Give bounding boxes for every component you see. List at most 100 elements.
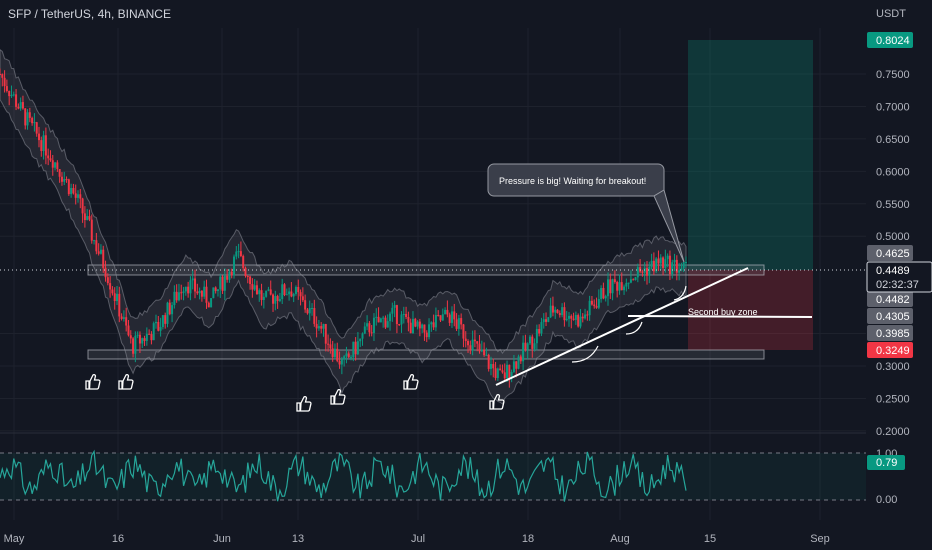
- candle-body: [444, 309, 447, 315]
- candle-body: [625, 282, 628, 287]
- candle-body: [407, 316, 410, 323]
- candle-body: [356, 341, 359, 355]
- candle-body: [659, 257, 662, 264]
- candle-body: [648, 266, 651, 276]
- candle-body: [58, 169, 61, 177]
- candle-body: [223, 275, 226, 291]
- candle-body: [384, 317, 387, 328]
- candle-body: [393, 305, 396, 308]
- candle-body: [574, 315, 577, 320]
- candle-body: [278, 298, 281, 301]
- candle-body: [652, 260, 655, 272]
- candle-body: [545, 319, 548, 322]
- second-buy-zone-line[interactable]: [627, 315, 813, 318]
- candle-body: [616, 282, 619, 291]
- candle-body: [308, 308, 311, 314]
- candle-body: [297, 287, 300, 293]
- ascending-trendline[interactable]: [495, 267, 749, 386]
- candle-body: [655, 258, 658, 272]
- candle-body: [5, 86, 8, 92]
- candle-body: [540, 322, 543, 334]
- stop-loss-zone[interactable]: [688, 270, 813, 350]
- candle-body: [212, 287, 215, 299]
- thumbs-up-icon: [403, 373, 419, 390]
- candle-body: [662, 257, 665, 268]
- candle-body: [613, 279, 616, 283]
- candle-body: [361, 333, 364, 339]
- time-label: Sep: [810, 533, 830, 545]
- candle-body: [372, 317, 375, 333]
- candle-body: [409, 322, 412, 334]
- candle-body: [104, 267, 107, 278]
- candle-body: [214, 287, 217, 292]
- price-tick: 0.7000: [876, 101, 910, 113]
- candle-body: [506, 364, 509, 379]
- time-axis[interactable]: May 16 Jun 13 Jul 18 Aug 15 Sep: [4, 533, 830, 545]
- candle-body: [641, 271, 644, 273]
- candle-body: [138, 334, 141, 344]
- candle-body: [685, 262, 687, 264]
- thumbs-up-markers: [85, 373, 505, 412]
- candle-body: [106, 277, 109, 284]
- callout[interactable]: Pressure is big! Waiting for breakout!: [487, 163, 685, 263]
- curve-mark: [571, 345, 599, 363]
- candle-body: [400, 314, 403, 325]
- candle-body: [483, 349, 486, 356]
- take-profit-zone[interactable]: [688, 40, 813, 270]
- candle-body: [634, 277, 637, 280]
- price-tag-text: 0.3985: [876, 328, 910, 340]
- chart-title: SFP / TetherUS, 4h, BINANCE: [8, 7, 171, 21]
- candle-body: [632, 279, 635, 281]
- candle-body: [671, 262, 674, 275]
- candle-body: [494, 368, 497, 378]
- candle-body: [338, 360, 341, 365]
- candle-body: [645, 268, 648, 276]
- candle-body: [132, 338, 135, 354]
- price-axis[interactable]: USDT 0.7500 0.7000 0.6500 0.6000 0.5500 0.500…: [866, 8, 932, 506]
- price-tick: 0.3000: [876, 361, 910, 373]
- chart-grid: [0, 28, 866, 520]
- candle-body: [207, 302, 210, 308]
- candle-body: [285, 294, 288, 296]
- candle-body: [28, 112, 31, 118]
- candle-body: [216, 289, 219, 292]
- candle-body: [269, 289, 272, 295]
- candle-body: [134, 335, 137, 354]
- candle-body: [125, 317, 128, 326]
- candle-body: [336, 348, 339, 361]
- candle-body: [31, 117, 34, 124]
- candle-body: [590, 300, 593, 305]
- candle-body: [19, 102, 22, 109]
- price-tag: [867, 325, 913, 341]
- candle-body: [97, 251, 100, 254]
- candle-body: [517, 356, 520, 369]
- candle-body: [265, 290, 268, 297]
- candle-body: [526, 343, 529, 350]
- candle-body: [467, 340, 470, 346]
- candle-body: [501, 370, 504, 373]
- candle-body: [343, 356, 346, 360]
- candle-body: [473, 339, 476, 342]
- oscillator-pane: [0, 432, 866, 502]
- candle-body: [205, 286, 208, 303]
- candle-body: [189, 280, 192, 294]
- curve-mark: [625, 321, 643, 335]
- candle-body: [253, 285, 256, 290]
- candle-body: [320, 326, 323, 329]
- candle-body: [531, 336, 534, 349]
- candle-body: [81, 198, 84, 214]
- candle-body: [675, 259, 678, 273]
- candle-body: [524, 342, 527, 350]
- candle-body: [673, 259, 676, 263]
- candle-body: [347, 353, 350, 358]
- candle-body: [127, 325, 130, 336]
- price-tag-text: 0.4482: [876, 294, 910, 306]
- price-tick: 0.5000: [876, 231, 910, 243]
- candle-body: [143, 338, 146, 341]
- thumbs-up-icon: [330, 388, 346, 405]
- candle-body: [609, 279, 612, 294]
- candle-body: [249, 276, 252, 285]
- candle-body: [389, 313, 392, 322]
